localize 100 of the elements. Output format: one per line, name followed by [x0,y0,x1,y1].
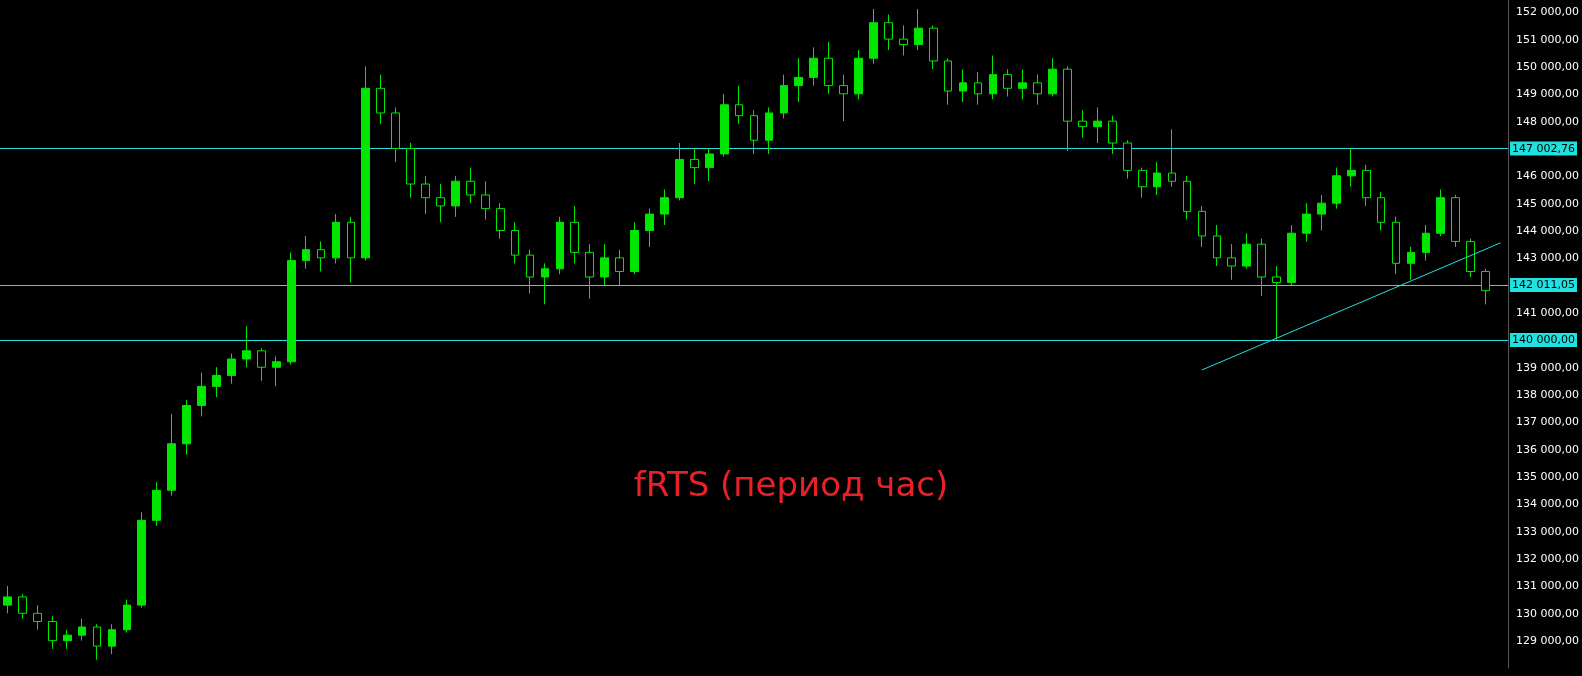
candlestick [1183,175,1191,221]
candlestick [1078,109,1087,139]
candlestick [1466,238,1475,278]
candlestick [1287,224,1296,286]
candlestick [765,106,773,155]
candlestick [1317,194,1326,232]
candlestick [884,13,893,51]
candlestick [630,221,639,275]
candlestick [1048,57,1057,98]
candlestick [1481,268,1490,305]
candlestick [406,142,415,199]
candlestick [1347,147,1356,188]
candlestick [660,188,669,226]
candlestick [1332,167,1341,210]
y-tick-label: 133 000,00 [1516,524,1579,538]
candlestick [1272,265,1281,341]
y-tick-label: 132 000,00 [1516,552,1579,566]
candlestick [675,142,684,201]
candlestick [780,74,788,119]
candlestick [287,251,296,365]
y-tick-label: 138 000,00 [1516,388,1579,402]
candlestick [317,240,325,273]
ref-line-label: 142 011,05 [1512,278,1575,292]
candlestick [1227,243,1236,281]
ref-line-label: 147 002,76 [1512,141,1575,155]
y-tick-label: 152 000,00 [1516,5,1579,19]
candlestick [1422,224,1430,262]
candlestick [1003,68,1012,98]
candlestick [332,213,340,264]
candlestick [496,202,505,240]
y-tick-label: 144 000,00 [1516,224,1579,238]
y-tick-label: 145 000,00 [1516,196,1579,210]
y-tick-label: 129 000,00 [1516,634,1579,648]
candlestick [33,604,42,631]
candlestick [869,8,878,65]
candlestick [1063,65,1072,152]
candlestick [227,353,236,385]
candlestick [302,235,310,270]
candlestick [1242,232,1251,270]
candlestick [929,24,938,70]
candlestick [347,216,355,283]
y-tick-label: 135 000,00 [1516,470,1579,484]
candlestick [257,347,266,382]
candlestick [705,147,714,182]
candlestick [466,167,475,204]
candlestick [3,585,12,614]
y-tick-label: 131 000,00 [1516,579,1579,593]
candlestick [1451,194,1460,248]
candlestick [854,49,863,100]
candlestick [167,413,176,497]
candlestick [1153,161,1161,196]
candlestick [944,57,952,106]
candlestick [451,175,460,218]
candlestick [93,623,101,661]
y-tick-label: 149 000,00 [1516,87,1579,101]
candlestick [1093,106,1102,144]
candlestick [511,221,519,264]
y-tick-label: 134 000,00 [1516,497,1579,511]
candlestick [361,65,370,262]
candlestick [824,41,833,95]
candlestick [78,618,86,642]
candlestick [959,68,967,103]
candlestick [1018,68,1027,100]
candlestick [1168,128,1176,188]
candlestick [123,599,131,633]
candlestick [481,180,490,221]
y-tick-label: 148 000,00 [1516,114,1579,128]
candlestick [839,74,848,122]
candlestick [1257,238,1266,297]
candlestick [899,24,908,57]
candlestick [1392,216,1400,275]
candlestick [1198,205,1206,248]
candlestick [1213,224,1221,267]
candlestick [197,372,206,417]
candlestick [137,511,146,609]
candlestick [615,249,624,286]
candlestick [585,243,594,300]
candlestick [48,615,57,650]
candlestick [1302,202,1311,242]
candlestick [152,481,161,527]
candlestick [735,85,743,125]
y-tick-label: 141 000,00 [1516,306,1579,320]
candlestick [720,93,729,158]
candlestick [570,205,579,264]
y-tick-label: 150 000,00 [1516,59,1579,73]
candlestick [556,216,564,275]
text: fRTS (период час) [633,464,949,504]
candlestick [1033,74,1042,106]
candlestick [18,593,27,620]
candlestick [809,46,818,87]
candlestick [272,355,281,387]
candlestick [541,262,549,305]
candlestick [526,249,534,294]
ref-line-label: 140 000,00 [1512,333,1575,347]
candlestick [421,175,430,215]
y-tick-label: 146 000,00 [1516,169,1579,183]
y-tick-label: 130 000,00 [1516,606,1579,620]
y-tick-label: 136 000,00 [1516,442,1579,456]
candlestick [1377,191,1385,232]
candlestick [108,623,116,655]
